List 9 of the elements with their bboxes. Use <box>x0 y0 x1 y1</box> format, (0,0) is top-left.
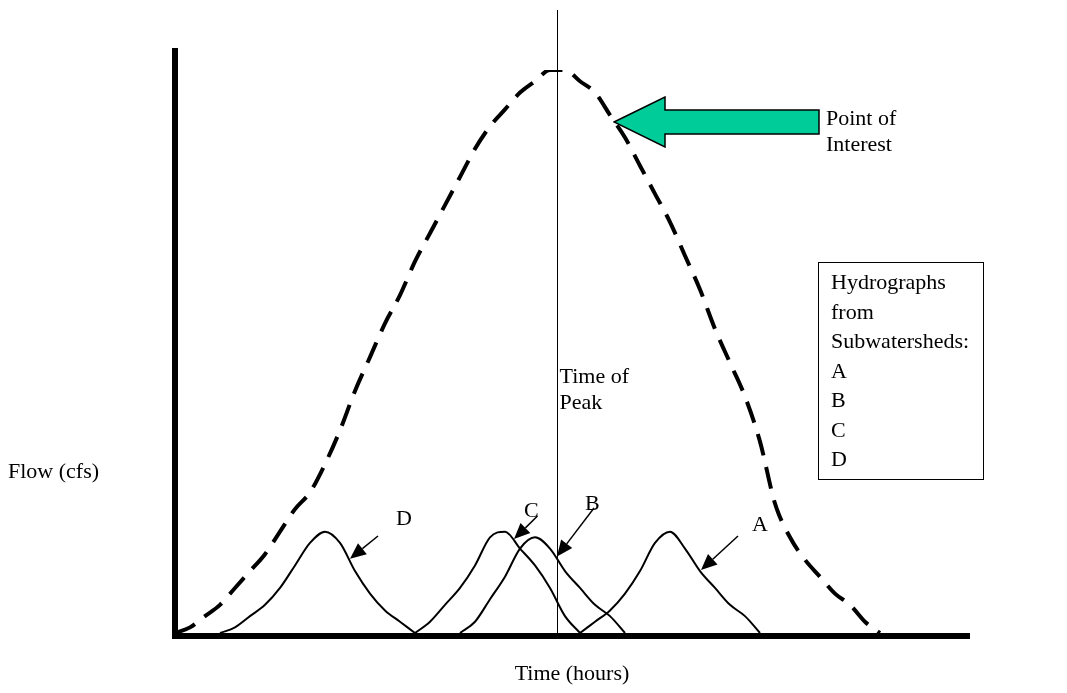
text: B <box>585 489 600 515</box>
annotation: Point of Interest <box>826 105 898 157</box>
text: A <box>752 510 768 536</box>
x-axis-title: Time (hours) <box>513 660 631 686</box>
text: D <box>396 504 412 530</box>
y-axis-title: Flow (cfs) <box>8 458 100 484</box>
annotation: Hydrographs from Subwatersheds: A B C D <box>818 262 984 480</box>
series-label: C <box>524 496 539 522</box>
annotation: Time of Peak <box>559 363 630 415</box>
